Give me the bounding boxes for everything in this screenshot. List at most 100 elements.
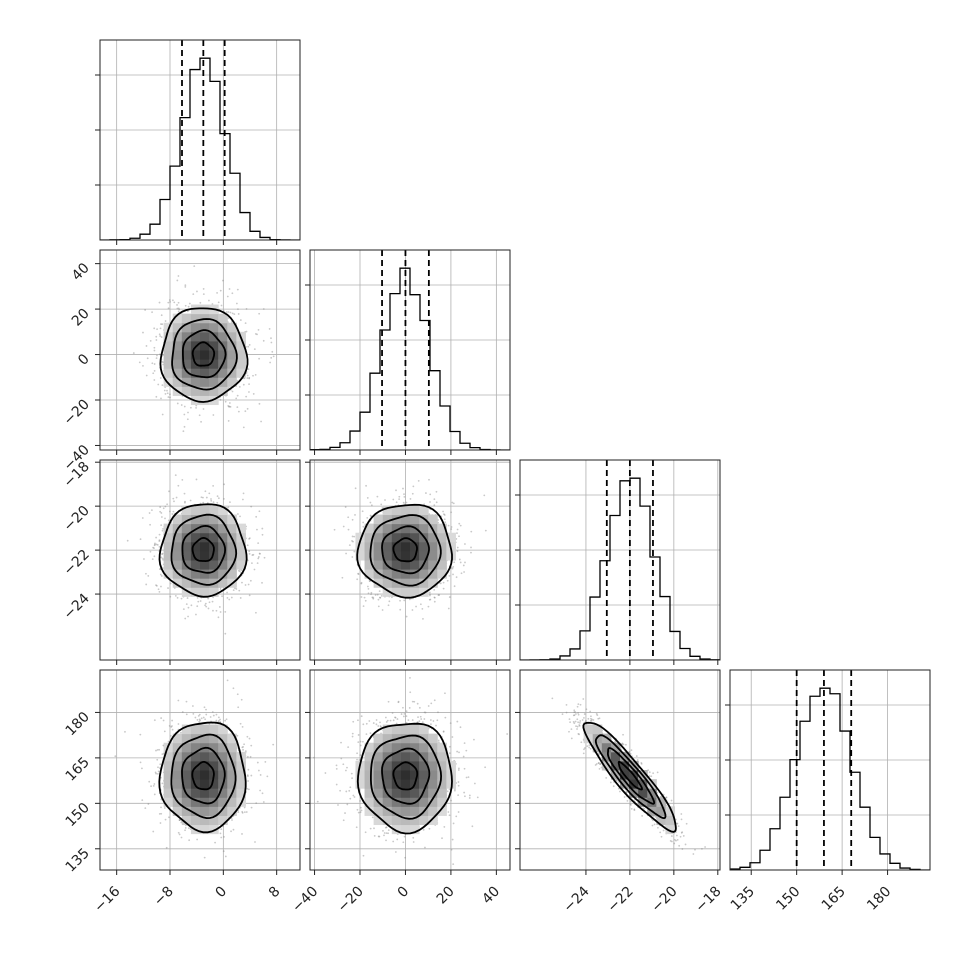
sample-point — [211, 711, 214, 713]
sample-point — [199, 719, 202, 722]
sample-point — [428, 827, 431, 830]
sample-point — [161, 557, 164, 560]
sample-point — [243, 743, 245, 746]
sample-point — [588, 744, 591, 747]
sample-point — [184, 827, 187, 829]
density-cell — [236, 788, 246, 798]
sample-point — [450, 848, 453, 851]
sample-point — [402, 501, 405, 504]
sample-point — [456, 550, 459, 553]
density-cell — [172, 350, 183, 360]
density-cell — [419, 569, 429, 579]
sample-point — [648, 771, 651, 774]
sample-point — [451, 736, 454, 738]
sample-point — [227, 311, 230, 313]
density-cell — [382, 779, 393, 789]
sample-point — [186, 597, 189, 599]
density-cell — [400, 523, 411, 534]
sample-point — [250, 744, 253, 747]
density-cell — [382, 578, 393, 588]
density-cell — [163, 797, 174, 807]
sample-point — [580, 741, 583, 744]
sample-point — [654, 815, 657, 818]
histogram-panel-1 — [305, 249, 511, 455]
sample-point — [172, 510, 175, 513]
sample-point — [456, 720, 459, 723]
sample-point — [597, 717, 600, 720]
sample-point — [396, 838, 399, 841]
sample-point — [224, 632, 227, 635]
sample-point — [252, 393, 255, 395]
density-cell — [172, 733, 183, 744]
density-cell — [200, 797, 210, 807]
density-cell — [419, 505, 429, 516]
sample-point — [679, 835, 682, 838]
sample-point — [342, 819, 345, 822]
sample-point — [232, 589, 235, 591]
density-cell — [400, 733, 411, 744]
sample-point — [217, 497, 220, 500]
sample-point — [223, 498, 225, 500]
sample-point — [633, 808, 636, 811]
density-cell — [218, 541, 228, 552]
sample-point — [348, 789, 351, 792]
density-cell — [428, 806, 438, 816]
sample-point — [354, 514, 356, 516]
sample-point — [594, 764, 597, 766]
sample-point — [351, 735, 354, 738]
sample-point — [158, 301, 161, 304]
sample-point — [394, 851, 397, 853]
sample-point — [429, 598, 432, 601]
density-cell — [181, 587, 192, 597]
sample-point — [345, 769, 347, 772]
sample-point — [160, 798, 163, 801]
sample-point — [363, 596, 366, 599]
sample-point — [316, 800, 319, 803]
contour-level-3 — [356, 722, 453, 835]
sample-point — [442, 581, 445, 584]
sample-point — [583, 713, 586, 715]
density-cell — [200, 386, 210, 396]
sample-point — [216, 292, 218, 294]
density-cell — [364, 751, 375, 762]
sample-point — [415, 605, 417, 608]
sample-point — [160, 556, 163, 559]
sample-point — [172, 497, 175, 500]
sample-point — [450, 526, 453, 528]
scatter-panel-3-1: −40 −20 0 20 40 — [289, 669, 511, 916]
sample-point — [164, 505, 167, 508]
density-cell — [200, 395, 210, 406]
density-cell — [382, 742, 393, 753]
sample-point — [204, 718, 207, 721]
sample-point — [570, 728, 573, 730]
sample-point — [457, 769, 460, 771]
sample-point — [657, 826, 659, 829]
density-cell — [209, 505, 219, 516]
density-cell — [190, 377, 201, 387]
sample-point — [383, 832, 386, 834]
density-cell — [382, 815, 393, 826]
sample-point — [212, 714, 215, 717]
sample-point — [230, 830, 232, 833]
density-cell — [592, 724, 603, 735]
sample-point — [575, 725, 577, 727]
sample-point — [465, 749, 468, 752]
sample-point — [375, 719, 378, 721]
sample-point — [433, 498, 436, 501]
density-cell — [236, 359, 246, 369]
density-cell — [656, 815, 666, 826]
sample-point — [158, 812, 161, 815]
density-cell — [200, 788, 210, 798]
sample-point — [241, 581, 243, 584]
sample-point — [424, 846, 426, 849]
sample-point — [435, 724, 437, 727]
density-cell — [218, 569, 228, 579]
sample-point — [152, 784, 155, 787]
density-cell — [437, 788, 447, 798]
sample-point — [149, 340, 152, 342]
sample-point — [169, 300, 172, 303]
density-cell — [665, 824, 676, 835]
sample-point — [417, 716, 419, 719]
density-cell — [200, 770, 210, 780]
sample-point — [369, 732, 372, 735]
